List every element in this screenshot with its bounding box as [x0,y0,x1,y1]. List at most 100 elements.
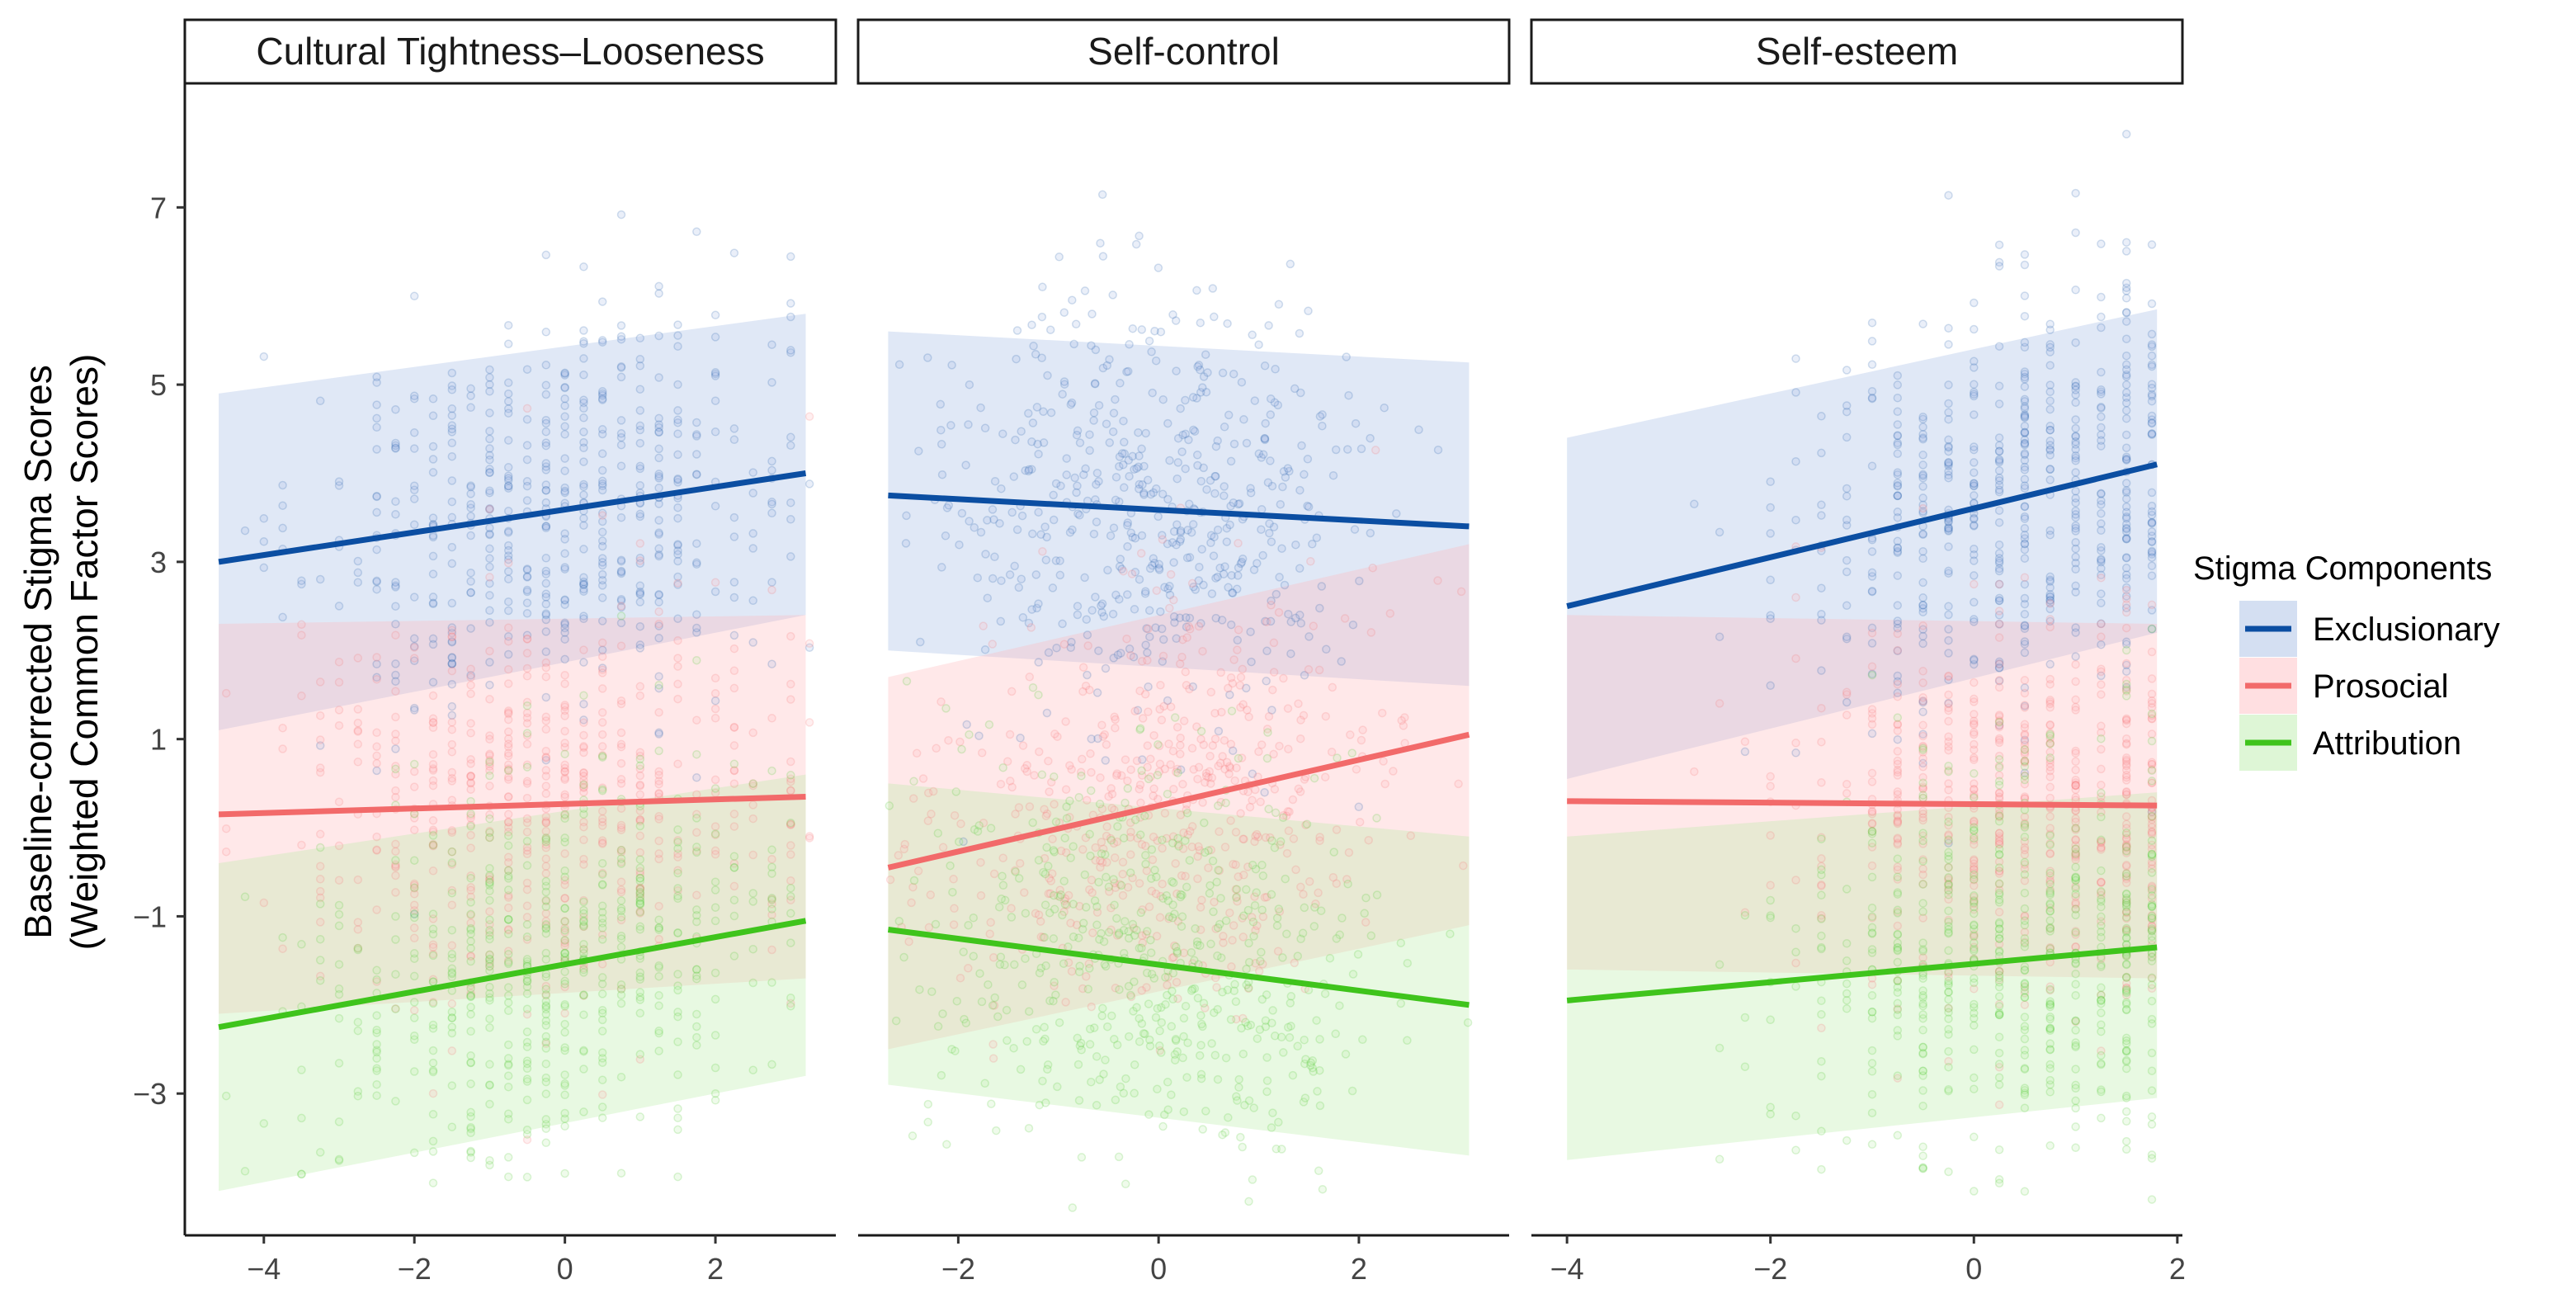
data-point-attribution [334,909,344,919]
data-point-exclusionary [597,581,607,590]
data-point-exclusionary [692,610,701,619]
data-point-exclusionary [1125,340,1134,349]
data-point-attribution [616,934,626,943]
data-point-exclusionary [1791,456,1800,466]
data-point-exclusionary [1893,371,1903,380]
data-point-exclusionary [428,551,438,561]
data-point-prosocial [1893,810,1903,819]
data-point-prosocial [767,910,776,919]
data-point-attribution [673,1172,682,1182]
data-point-prosocial [1267,601,1276,610]
data-point-attribution [1031,1025,1041,1034]
data-point-exclusionary [2147,561,2157,570]
data-point-prosocial [315,918,325,927]
data-point-prosocial [932,744,941,753]
data-point-prosocial [1397,715,1406,725]
data-point-exclusionary [1120,437,1129,447]
data-point-exclusionary [710,333,720,342]
data-point-attribution [1232,893,1241,902]
data-point-attribution [1168,994,1177,1004]
data-point-attribution [297,1169,306,1179]
data-point-attribution [485,982,494,992]
data-point-attribution [2147,996,2157,1006]
data-point-attribution [2071,1083,2080,1093]
data-point-attribution [372,975,381,984]
data-point-prosocial [391,762,400,771]
data-point-prosocial [635,556,645,565]
data-point-exclusionary [710,396,720,405]
data-point-prosocial [485,573,494,582]
data-point-prosocial [1118,870,1127,879]
data-point-exclusionary [767,659,776,668]
data-point-attribution [673,891,682,901]
data-point-exclusionary [1119,460,1128,470]
data-point-exclusionary [1145,564,1155,574]
data-point-exclusionary [1918,546,1927,556]
data-point-attribution [987,1099,996,1108]
data-point-attribution [1893,872,1903,881]
data-point-prosocial [1918,692,1927,702]
data-point-exclusionary [447,659,457,668]
data-point-attribution [2045,868,2055,878]
data-point-exclusionary [2020,250,2030,259]
data-point-prosocial [372,832,381,842]
data-point-exclusionary [1075,511,1084,520]
data-point-exclusionary [1994,446,2004,456]
data-point-attribution [2045,1039,2055,1048]
data-point-prosocial [503,664,513,674]
data-point-exclusionary [560,549,569,559]
data-point-attribution [560,1090,569,1100]
data-point-attribution [1130,1060,1139,1069]
data-point-exclusionary [1842,432,1852,442]
data-point-exclusionary [541,380,551,390]
data-point-attribution [1817,890,1826,900]
data-point-prosocial [1234,539,1243,548]
data-point-exclusionary [579,413,588,423]
data-point-exclusionary [1970,479,1979,489]
data-point-prosocial [729,644,739,654]
data-point-attribution [1893,938,1903,947]
data-point-exclusionary [541,647,551,657]
data-point-prosocial [278,744,287,753]
data-point-exclusionary [635,355,645,364]
data-point-prosocial [1123,777,1132,786]
data-point-attribution [1143,927,1152,936]
data-point-exclusionary [2121,574,2131,583]
data-point-exclusionary [2020,338,2030,347]
data-point-exclusionary [1040,522,1050,531]
data-point-attribution [391,1097,400,1106]
data-point-prosocial [1014,803,1024,812]
data-point-exclusionary [428,592,438,602]
data-point-exclusionary [372,400,381,409]
data-point-exclusionary [1842,484,1852,493]
data-point-exclusionary [1944,442,1953,452]
data-point-attribution [560,810,569,819]
data-point-exclusionary [1181,429,1191,439]
data-point-prosocial [1344,847,1354,857]
data-point-prosocial [485,646,494,656]
data-point-prosocial [2071,659,2080,669]
data-point-prosocial [1320,772,1330,781]
data-point-exclusionary [1994,342,2004,351]
data-point-prosocial [541,869,551,878]
data-point-attribution [522,989,532,998]
data-point-attribution [957,744,966,754]
data-point-attribution [1135,830,1145,839]
data-point-exclusionary [1265,519,1274,528]
data-point-exclusionary [1188,393,1198,402]
data-point-exclusionary [2045,396,2055,406]
data-point-attribution [1233,1096,1242,1105]
data-point-prosocial [297,630,306,640]
data-point-attribution [334,921,344,931]
data-point-prosocial [949,920,959,929]
data-point-exclusionary [541,485,551,495]
data-point-attribution [1234,1074,1243,1084]
data-point-exclusionary [447,381,457,390]
data-point-prosocial [616,728,626,738]
data-point-exclusionary [988,505,998,514]
data-point-exclusionary [1196,476,1206,486]
data-point-attribution [522,1042,532,1051]
data-point-prosocial [1169,595,1178,605]
data-point-exclusionary [1182,613,1191,622]
data-point-attribution [2045,729,2055,739]
